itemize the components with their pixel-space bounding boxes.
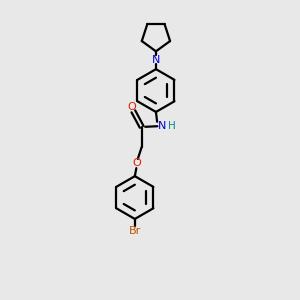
- Text: Br: Br: [129, 226, 141, 236]
- Text: O: O: [128, 102, 136, 112]
- Text: N: N: [152, 55, 160, 64]
- Text: N: N: [158, 121, 167, 131]
- Text: H: H: [168, 121, 176, 131]
- Text: O: O: [132, 158, 141, 168]
